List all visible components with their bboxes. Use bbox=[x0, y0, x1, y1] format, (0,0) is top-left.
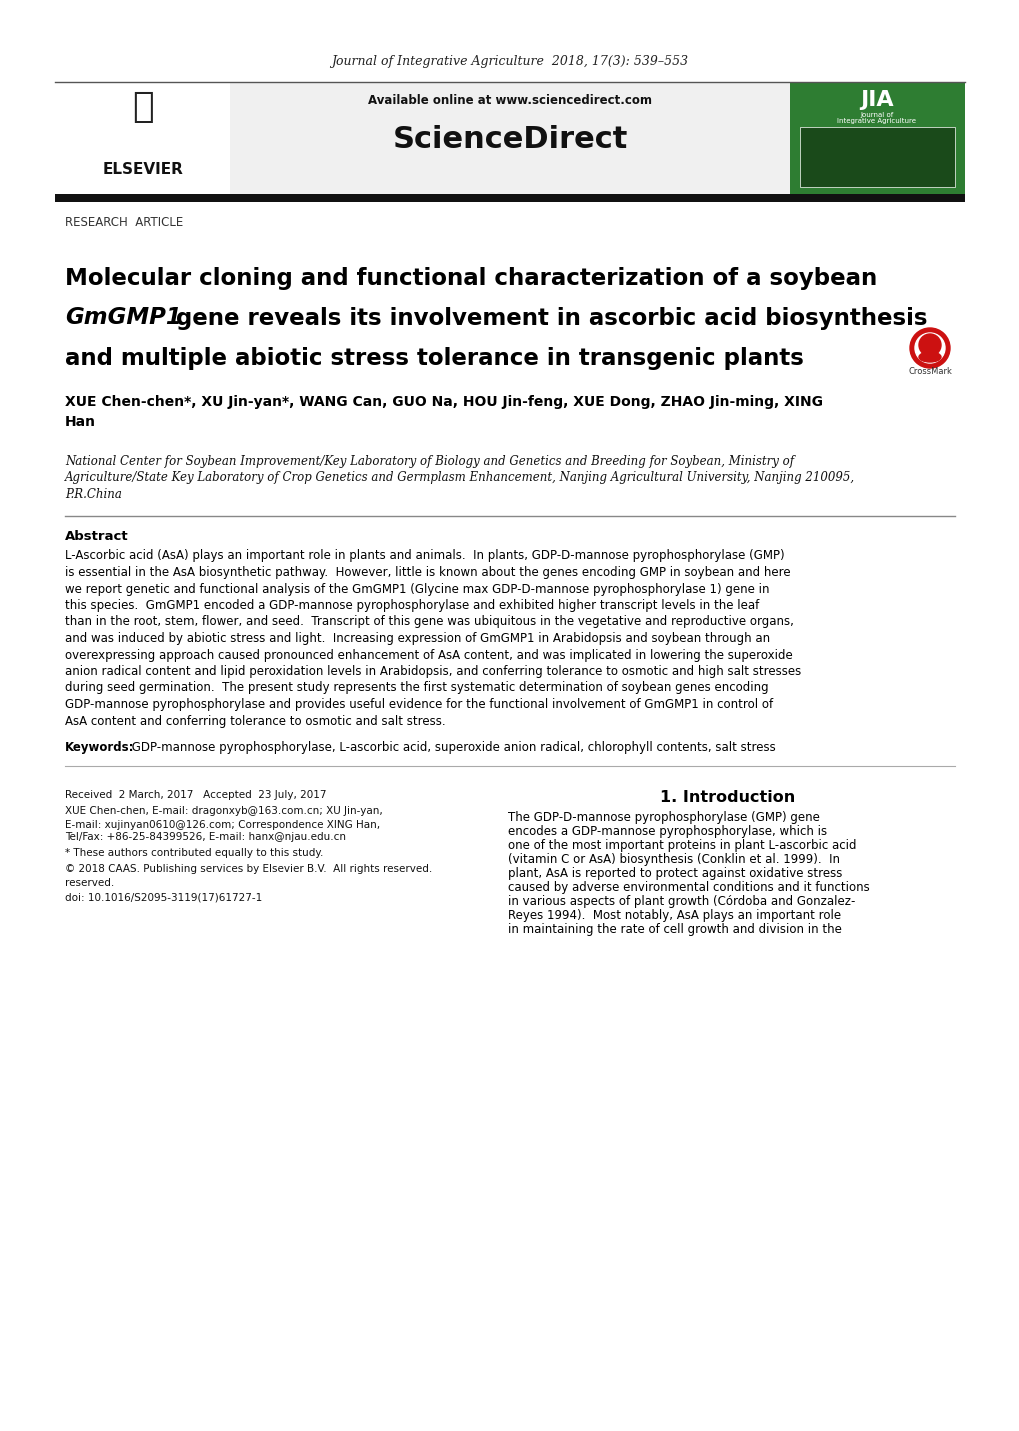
FancyBboxPatch shape bbox=[799, 127, 954, 187]
Ellipse shape bbox=[918, 352, 941, 362]
Text: one of the most important proteins in plant L-ascorbic acid: one of the most important proteins in pl… bbox=[507, 839, 856, 851]
Text: 1. Introduction: 1. Introduction bbox=[659, 790, 795, 806]
Text: (vitamin C or AsA) biosynthesis (Conklin et al. 1999).  In: (vitamin C or AsA) biosynthesis (Conklin… bbox=[507, 853, 840, 866]
Circle shape bbox=[909, 328, 949, 368]
Text: Keywords:: Keywords: bbox=[65, 741, 135, 754]
Text: in various aspects of plant growth (Córdoba and Gonzalez-: in various aspects of plant growth (Córd… bbox=[507, 894, 855, 909]
Text: Available online at www.sciencedirect.com: Available online at www.sciencedirect.co… bbox=[368, 94, 651, 107]
Text: E-mail: xujinyan0610@126.com; Correspondence XING Han,: E-mail: xujinyan0610@126.com; Correspond… bbox=[65, 820, 380, 830]
Text: P.R.China: P.R.China bbox=[65, 488, 121, 501]
Text: © 2018 CAAS. Publishing services by Elsevier B.V.  All rights reserved.: © 2018 CAAS. Publishing services by Else… bbox=[65, 864, 432, 874]
Text: The GDP-D-mannose pyrophosphorylase (GMP) gene: The GDP-D-mannose pyrophosphorylase (GMP… bbox=[507, 811, 819, 824]
Text: we report genetic and functional analysis of the GmGMP1 (Glycine max GDP-D-manno: we report genetic and functional analysi… bbox=[65, 582, 768, 595]
Text: Han: Han bbox=[65, 415, 96, 429]
Text: this species.  GmGMP1 encoded a GDP-mannose pyrophosphorylase and exhibited high: this species. GmGMP1 encoded a GDP-manno… bbox=[65, 600, 758, 612]
Text: Journal of
Integrative Agriculture: Journal of Integrative Agriculture bbox=[837, 112, 916, 124]
FancyBboxPatch shape bbox=[790, 82, 964, 200]
FancyBboxPatch shape bbox=[229, 82, 790, 200]
Text: Abstract: Abstract bbox=[65, 529, 128, 542]
FancyBboxPatch shape bbox=[55, 82, 229, 200]
Text: caused by adverse environmental conditions and it functions: caused by adverse environmental conditio… bbox=[507, 881, 869, 894]
Text: XUE Chen-chen, E-mail: dragonxyb@163.com.cn; XU Jin-yan,: XUE Chen-chen, E-mail: dragonxyb@163.com… bbox=[65, 807, 382, 817]
Text: than in the root, stem, flower, and seed.  Transcript of this gene was ubiquitou: than in the root, stem, flower, and seed… bbox=[65, 615, 793, 628]
Text: in maintaining the rate of cell growth and division in the: in maintaining the rate of cell growth a… bbox=[507, 923, 841, 936]
Text: plant, AsA is reported to protect against oxidative stress: plant, AsA is reported to protect agains… bbox=[507, 867, 842, 880]
Text: Reyes 1994).  Most notably, AsA plays an important role: Reyes 1994). Most notably, AsA plays an … bbox=[507, 909, 841, 922]
Text: CrossMark: CrossMark bbox=[907, 368, 951, 376]
Text: XUE Chen-chen*, XU Jin-yan*, WANG Can, GUO Na, HOU Jin-feng, XUE Dong, ZHAO Jin-: XUE Chen-chen*, XU Jin-yan*, WANG Can, G… bbox=[65, 395, 822, 409]
Text: National Center for Soybean Improvement/Key Laboratory of Biology and Genetics a: National Center for Soybean Improvement/… bbox=[65, 455, 794, 468]
Circle shape bbox=[918, 333, 941, 356]
Text: overexpressing approach caused pronounced enhancement of AsA content, and was im: overexpressing approach caused pronounce… bbox=[65, 648, 792, 661]
Text: doi: 10.1016/S2095-3119(17)61727-1: doi: 10.1016/S2095-3119(17)61727-1 bbox=[65, 893, 262, 903]
Text: AsA content and conferring tolerance to osmotic and salt stress.: AsA content and conferring tolerance to … bbox=[65, 714, 445, 727]
Text: Molecular cloning and functional characterization of a soybean: Molecular cloning and functional charact… bbox=[65, 266, 876, 289]
Text: and was induced by abiotic stress and light.  Increasing expression of GmGMP1 in: and was induced by abiotic stress and li… bbox=[65, 633, 769, 645]
Text: GmGMP1: GmGMP1 bbox=[65, 306, 181, 329]
Text: during seed germination.  The present study represents the first systematic dete: during seed germination. The present stu… bbox=[65, 681, 768, 694]
Text: encodes a GDP-mannose pyrophosphorylase, which is: encodes a GDP-mannose pyrophosphorylase,… bbox=[507, 826, 826, 839]
Text: anion radical content and lipid peroxidation levels in Arabidopsis, and conferri: anion radical content and lipid peroxida… bbox=[65, 665, 801, 678]
Text: reserved.: reserved. bbox=[65, 879, 114, 889]
Text: JIA: JIA bbox=[859, 90, 893, 110]
Text: and multiple abiotic stress tolerance in transgenic plants: and multiple abiotic stress tolerance in… bbox=[65, 346, 803, 369]
Circle shape bbox=[914, 333, 944, 363]
Text: Agriculture/State Key Laboratory of Crop Genetics and Germplasm Enhancement, Nan: Agriculture/State Key Laboratory of Crop… bbox=[65, 471, 854, 485]
Text: ScienceDirect: ScienceDirect bbox=[392, 126, 627, 155]
Text: gene reveals its involvement in ascorbic acid biosynthesis: gene reveals its involvement in ascorbic… bbox=[168, 306, 926, 329]
Text: RESEARCH  ARTICLE: RESEARCH ARTICLE bbox=[65, 216, 183, 229]
Text: GDP-mannose pyrophosphorylase, L-ascorbic acid, superoxide anion radical, chloro: GDP-mannose pyrophosphorylase, L-ascorbi… bbox=[127, 741, 775, 754]
Text: Journal of Integrative Agriculture  2018, 17(3): 539–553: Journal of Integrative Agriculture 2018,… bbox=[331, 56, 688, 69]
Text: 🌳: 🌳 bbox=[132, 90, 154, 124]
Text: * These authors contributed equally to this study.: * These authors contributed equally to t… bbox=[65, 849, 323, 859]
Bar bbox=[55, 195, 964, 202]
Text: ELSEVIER: ELSEVIER bbox=[103, 163, 183, 177]
Text: L-Ascorbic acid (AsA) plays an important role in plants and animals.  In plants,: L-Ascorbic acid (AsA) plays an important… bbox=[65, 550, 784, 562]
Text: Tel/Fax: +86-25-84399526, E-mail: hanx@njau.edu.cn: Tel/Fax: +86-25-84399526, E-mail: hanx@n… bbox=[65, 833, 345, 843]
Text: Received  2 March, 2017   Accepted  23 July, 2017: Received 2 March, 2017 Accepted 23 July,… bbox=[65, 790, 326, 800]
Text: GDP-mannose pyrophosphorylase and provides useful evidence for the functional in: GDP-mannose pyrophosphorylase and provid… bbox=[65, 698, 772, 711]
Text: is essential in the AsA biosynthetic pathway.  However, little is known about th: is essential in the AsA biosynthetic pat… bbox=[65, 567, 790, 580]
